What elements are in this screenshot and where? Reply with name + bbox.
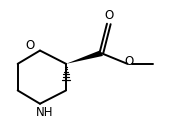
- Text: O: O: [104, 9, 113, 22]
- Text: O: O: [125, 55, 134, 68]
- Text: O: O: [25, 39, 34, 52]
- Text: NH: NH: [36, 106, 53, 119]
- Polygon shape: [66, 51, 103, 64]
